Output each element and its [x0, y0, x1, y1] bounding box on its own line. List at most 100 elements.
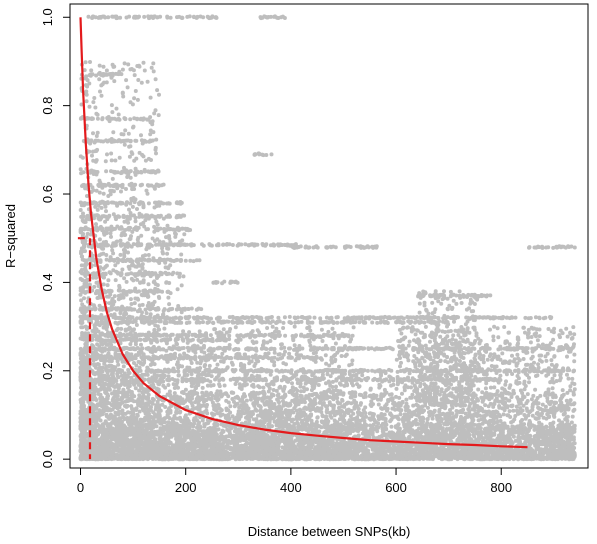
- scatter-point: [80, 302, 85, 307]
- scatter-point: [129, 276, 134, 281]
- scatter-point: [80, 437, 85, 442]
- scatter-point: [171, 444, 175, 449]
- scatter-point: [139, 80, 144, 85]
- scatter-point: [126, 250, 130, 255]
- scatter-point: [146, 253, 151, 257]
- scatter-point: [100, 246, 105, 251]
- scatter-point: [133, 386, 138, 391]
- scatter-point: [137, 388, 142, 393]
- scatter-point: [90, 457, 95, 461]
- scatter-point: [97, 303, 102, 308]
- scatter-point: [120, 359, 125, 364]
- scatter-point: [119, 189, 123, 194]
- scatter-point: [106, 278, 111, 283]
- scatter-point: [155, 237, 160, 242]
- scatter-point: [118, 293, 123, 298]
- scatter-point: [103, 381, 108, 386]
- scatter-point: [111, 268, 116, 273]
- scatter-point: [116, 297, 121, 302]
- scatter-point: [110, 176, 115, 181]
- scatter-point: [124, 279, 129, 284]
- scatter-point: [162, 425, 167, 430]
- scatter-point: [97, 237, 102, 242]
- scatter-point: [133, 219, 138, 224]
- scatter-point: [180, 238, 185, 243]
- scatter-point: [167, 234, 171, 238]
- scatter-point: [120, 408, 125, 413]
- scatter-point: [172, 386, 177, 390]
- scatter-point: [106, 351, 111, 356]
- scatter-point: [139, 342, 143, 347]
- scatter-point: [103, 159, 108, 164]
- scatter-point: [132, 96, 137, 101]
- scatter-point: [137, 63, 141, 68]
- scatter-point: [150, 236, 155, 241]
- scatter-point: [154, 137, 159, 142]
- scatter-point: [145, 372, 150, 377]
- scatter-point: [133, 264, 138, 269]
- scatter-point: [106, 294, 111, 299]
- scatter-point: [116, 362, 121, 367]
- scatter-point: [155, 324, 160, 329]
- scatter-point: [175, 360, 180, 365]
- scatter-point: [138, 439, 142, 444]
- scatter-point: [118, 238, 123, 243]
- scatter-points-layer: [78, 14, 577, 462]
- scatter-point: [139, 384, 144, 389]
- scatter-point: [145, 389, 150, 394]
- scatter-point: [158, 426, 163, 431]
- scatter-point: [171, 382, 176, 387]
- scatter-point: [165, 251, 170, 256]
- scatter-point: [141, 389, 146, 394]
- scatter-point: [136, 235, 141, 240]
- scatter-point: [207, 363, 212, 368]
- scatter-point: [82, 373, 87, 378]
- scatter-point: [193, 350, 198, 355]
- scatter-point: [174, 410, 179, 415]
- scatter-point: [516, 434, 521, 439]
- scatter-point: [182, 373, 187, 378]
- scatter-point: [107, 416, 112, 421]
- scatter-point: [142, 68, 147, 73]
- scatter-point: [79, 325, 84, 330]
- scatter-point: [164, 280, 169, 285]
- scatter-point: [128, 297, 133, 302]
- scatter-point: [118, 252, 123, 257]
- scatter-point: [151, 61, 156, 66]
- scatter-point: [157, 382, 162, 387]
- scatter-point: [107, 387, 112, 392]
- scatter-point: [127, 389, 132, 394]
- scatter-point: [109, 363, 114, 368]
- scatter-point: [109, 151, 114, 156]
- scatter-point: [109, 234, 113, 239]
- scatter-point: [131, 125, 135, 130]
- scatter-point: [175, 287, 180, 292]
- scatter-point: [98, 387, 103, 392]
- scatter-point: [83, 249, 87, 254]
- scatter-point: [121, 364, 126, 369]
- scatter-point: [163, 385, 168, 390]
- scatter-point: [167, 302, 172, 307]
- scatter-point: [109, 372, 114, 377]
- scatter-point: [127, 379, 132, 384]
- scatter-point: [173, 232, 178, 237]
- scatter-point: [82, 296, 86, 301]
- scatter-point: [182, 232, 187, 237]
- scatter-point: [126, 264, 131, 269]
- scatter-point: [145, 365, 150, 370]
- scatter-point: [128, 342, 133, 347]
- scatter-point: [93, 385, 98, 390]
- scatter-point: [107, 270, 112, 275]
- scatter-point: [130, 204, 135, 209]
- scatter-point: [134, 456, 139, 461]
- scatter-point: [179, 252, 184, 257]
- scatter-point: [166, 374, 171, 379]
- scatter-point: [200, 385, 205, 390]
- scatter-point: [89, 68, 94, 73]
- scatter-point: [176, 365, 181, 370]
- scatter-point: [117, 155, 122, 160]
- scatter-point: [140, 266, 145, 271]
- scatter-point: [176, 373, 181, 378]
- scatter-point: [176, 369, 181, 374]
